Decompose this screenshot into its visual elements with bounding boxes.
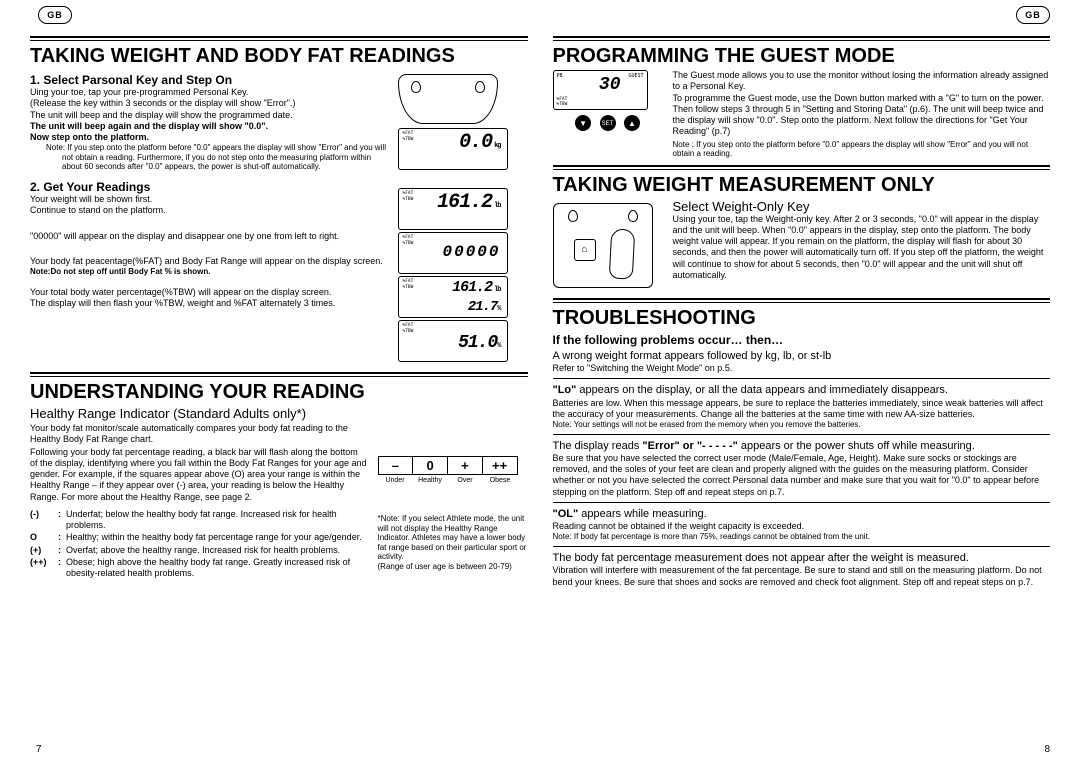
weight-only-subtitle: Select Weight-Only Key: [673, 199, 1051, 214]
scale-top-icon: [398, 74, 498, 124]
understanding-subtitle: Healthy Range Indicator (Standard Adults…: [30, 406, 528, 421]
left-page: TAKING WEIGHT AND BODY FAT READINGS 1. S…: [30, 8, 528, 743]
display-zeros: %FAT%TBW 00000: [398, 232, 508, 274]
page-number-right: 8: [1044, 744, 1050, 755]
right-page: PROGRAMMING THE GUEST MODE 30 PB GUEST %…: [553, 8, 1051, 743]
trouble3-heading: The display reads "Error" or "- - - - -"…: [553, 439, 1051, 453]
step2-p5: Note:Do not step off until Body Fat % is…: [30, 267, 388, 277]
heading-guest-mode: PROGRAMMING THE GUEST MODE: [553, 45, 1051, 68]
heading-readings: TAKING WEIGHT AND BODY FAT READINGS: [30, 45, 528, 68]
step1-p2: (Release the key within 3 seconds or the…: [30, 98, 388, 109]
range-labels: Under Healthy Over Obese: [378, 477, 518, 484]
up-button-icon: ▲: [624, 115, 640, 131]
bullet-obese: (++):Obese; high above the healthy body …: [30, 557, 368, 580]
display-tbw: %FAT%TBW 51.0%: [398, 320, 508, 362]
range-indicator: – 0 + ++: [378, 456, 518, 475]
guest-p1: The Guest mode allows you to use the mon…: [673, 70, 1051, 93]
down-button-icon: ▼: [575, 115, 591, 131]
trouble2-note: Note: Your settings will not be erased f…: [553, 420, 1051, 430]
bullet-overfat: (+):Overfat; above the healthy range. In…: [30, 545, 368, 556]
understanding-p2: Following your body fat percentage readi…: [30, 447, 368, 503]
athlete-note: *Note: If you select Athlete mode, the u…: [378, 514, 528, 562]
step1-p1: Uing your toe, tap your pre-programmed P…: [30, 87, 388, 98]
display-zero: %FAT%TBW 0.0kg: [398, 128, 508, 170]
step1-p5: Now step onto the platform.: [30, 132, 388, 143]
age-range-note: (Range of user age is between 20-79): [378, 562, 528, 572]
trouble1-p: Refer to "Switching the Weight Mode" on …: [553, 363, 1051, 374]
trouble5-p: Vibration will interfere with measuremen…: [553, 565, 1051, 588]
understanding-p1: Your body fat monitor/scale automaticall…: [30, 423, 368, 446]
troubleshooting-subtitle: If the following problems occur… then…: [553, 333, 1051, 347]
guest-display: 30 PB GUEST %FAT%TBW: [553, 70, 648, 110]
trouble2-p: Batteries are low. When this message app…: [553, 398, 1051, 421]
step2-p2: Continue to stand on the platform.: [30, 205, 388, 216]
heading-understanding: UNDERSTANDING YOUR READING: [30, 381, 528, 404]
step1-p4: The unit will beep again and the display…: [30, 121, 388, 132]
trouble4-p: Reading cannot be obtained if the weight…: [553, 521, 1051, 532]
display-fat: %FAT%TBW 161.2lb 21.7%: [398, 276, 508, 318]
set-button-icon: SET: [600, 115, 616, 131]
step2-p6: Your total body water percentage(%TBW) w…: [30, 287, 388, 298]
weight-only-p: Using your toe, tap the Weight-only key.…: [673, 214, 1051, 282]
guest-p2: To programme the Guest mode, use the Dow…: [673, 93, 1051, 138]
heading-troubleshooting: TROUBLESHOOTING: [553, 307, 1051, 330]
step2-title: 2. Get Your Readings: [30, 180, 388, 194]
step2-p4: Your body fat peacentage(%FAT) and Body …: [30, 256, 388, 267]
trouble3-p: Be sure that you have selected the corre…: [553, 453, 1051, 498]
trouble4-note: Note: If body fat percentage is more tha…: [553, 532, 1051, 542]
step1-note: Note: If you step onto the platform befo…: [46, 143, 388, 172]
step2-p3: "00000" will appear on the display and d…: [30, 231, 388, 242]
bullet-underfat: (-):Underfat; below the healthy body fat…: [30, 509, 368, 532]
trouble1-heading: A wrong weight format appears followed b…: [553, 349, 1051, 363]
weight-only-scale-icon: ⌂: [553, 203, 653, 288]
step2-p7: The display will then flash your %TBW, w…: [30, 298, 388, 309]
display-weight: %FAT%TBW 161.2lb: [398, 188, 508, 230]
weight-key-icon: ⌂: [574, 239, 596, 261]
guest-buttons: ▼ SET ▲: [553, 114, 663, 132]
trouble5-heading: The body fat percentage measurement does…: [553, 551, 1051, 565]
page-number-left: 7: [36, 744, 42, 755]
step1-p3: The unit will beep and the display will …: [30, 110, 388, 121]
trouble4-heading: "OL" appears while measuring.: [553, 507, 1051, 521]
guest-note: Note : If you step onto the platform bef…: [673, 140, 1051, 159]
step1-title: 1. Select Parsonal Key and Step On: [30, 73, 388, 87]
step2-p1: Your weight will be shown first.: [30, 194, 388, 205]
trouble2-heading: "Lo" appears on the display, or all the …: [553, 383, 1051, 397]
heading-weight-only: TAKING WEIGHT MEASUREMENT ONLY: [553, 174, 1051, 197]
bullet-healthy: O:Healthy; within the healthy body fat p…: [30, 532, 368, 543]
